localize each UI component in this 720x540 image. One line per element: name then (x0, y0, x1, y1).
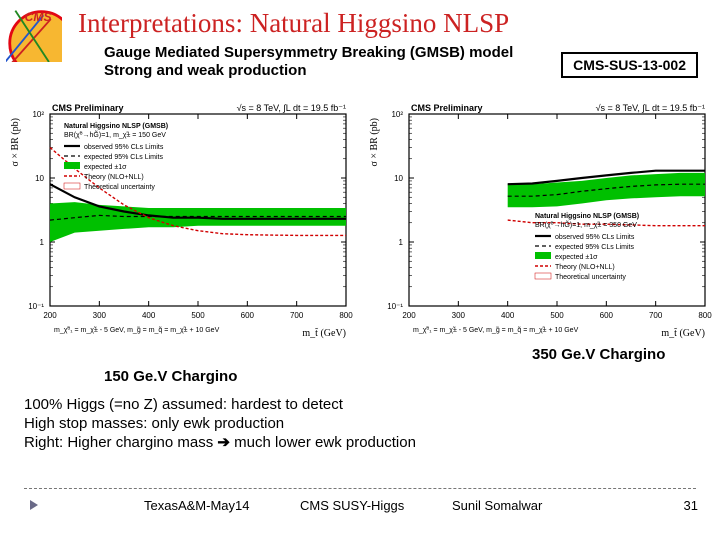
body-line2: High stop masses: only ewk production (24, 415, 416, 434)
svg-text:BR(χ̃⁰→hG̃)=1, m_χ̃± = 350 GeV: BR(χ̃⁰→hG̃)=1, m_χ̃± = 350 GeV (535, 221, 637, 229)
svg-text:10: 10 (394, 174, 403, 183)
footer-topic: CMS SUSY-Higgs (300, 498, 404, 513)
svg-text:σ × BR (pb): σ × BR (pb) (10, 118, 21, 167)
body-text: 100% Higgs (=no Z) assumed: hardest to d… (24, 396, 416, 452)
svg-text:σ × BR (pb): σ × BR (pb) (369, 118, 380, 167)
svg-text:expected 95% CLs Limits: expected 95% CLs Limits (84, 154, 163, 161)
svg-text:700: 700 (649, 311, 663, 320)
svg-text:Theoretical uncertainty: Theoretical uncertainty (555, 274, 626, 281)
svg-text:700: 700 (290, 311, 304, 320)
footer-venue: TexasA&M-May14 (144, 498, 249, 513)
svg-text:400: 400 (142, 311, 156, 320)
svg-text:√s = 8 TeV, ∫L dt = 19.5 fb⁻¹: √s = 8 TeV, ∫L dt = 19.5 fb⁻¹ (596, 103, 705, 113)
svg-text:200: 200 (402, 311, 416, 320)
svg-text:10²: 10² (32, 110, 44, 119)
svg-text:observed 95% CLs Limits: observed 95% CLs Limits (84, 144, 164, 151)
chart-left: 200 300 400 500 600 700 800 10⁻¹ 1 10 10² m_t̃ (GeV… (4, 100, 357, 340)
svg-text:600: 600 (600, 311, 614, 320)
chargino-label-left: 150 Ge.V Chargino (104, 368, 237, 385)
arrow-icon: ➔ (217, 434, 230, 451)
subtitle: Gauge Mediated Supersymmetry Breaking (G… (104, 44, 513, 80)
svg-text:Theory (NLO+NLL): Theory (NLO+NLL) (84, 174, 144, 181)
svg-text:√s = 8 TeV, ∫L dt = 19.5 fb⁻¹: √s = 8 TeV, ∫L dt = 19.5 fb⁻¹ (237, 103, 346, 113)
svg-text:CMS: CMS (25, 10, 52, 24)
svg-text:Natural Higgsino NLSP (GMSB): Natural Higgsino NLSP (GMSB) (535, 213, 639, 220)
svg-text:1: 1 (399, 238, 404, 247)
svg-text:500: 500 (191, 311, 205, 320)
svg-text:10: 10 (35, 174, 44, 183)
svg-text:600: 600 (241, 311, 255, 320)
svg-text:expected ±1σ: expected ±1σ (84, 164, 127, 171)
svg-text:500: 500 (550, 311, 564, 320)
svg-text:m_χ̃⁰₁ = m_χ̃± - 5 GeV, m_g̃ =: m_χ̃⁰₁ = m_χ̃± - 5 GeV, m_g̃ = m_q̃ = m_… (54, 326, 220, 334)
svg-text:BR(χ̃⁰→hG̃)=1, m_χ̃± = 150 GeV: BR(χ̃⁰→hG̃)=1, m_χ̃± = 150 GeV (64, 131, 166, 139)
analysis-tag: CMS-SUS-13-002 (561, 52, 698, 78)
svg-text:CMS Preliminary: CMS Preliminary (411, 103, 483, 113)
svg-text:1: 1 (40, 238, 45, 247)
svg-text:observed 95% CLs Limits: observed 95% CLs Limits (555, 234, 635, 241)
svg-text:m_t̃ (GeV): m_t̃ (GeV) (661, 327, 705, 339)
svg-text:CMS Preliminary: CMS Preliminary (52, 103, 124, 113)
svg-text:400: 400 (501, 311, 515, 320)
page-number: 31 (684, 498, 698, 513)
chart-right: 200 300 400 500 600 700 800 10⁻¹ 1 10 10² m_t̃ (GeV… (363, 100, 716, 340)
svg-text:200: 200 (43, 311, 57, 320)
svg-text:Theory (NLO+NLL): Theory (NLO+NLL) (555, 264, 615, 271)
svg-text:10⁻¹: 10⁻¹ (387, 302, 403, 311)
subtitle-line1: Gauge Mediated Supersymmetry Breaking (G… (104, 44, 513, 62)
svg-text:expected ±1σ: expected ±1σ (555, 254, 598, 261)
svg-text:Theoretical uncertainty: Theoretical uncertainty (84, 184, 155, 191)
svg-text:800: 800 (698, 311, 712, 320)
subtitle-line2: Strong and weak production (104, 62, 513, 80)
charts-row: 200 300 400 500 600 700 800 10⁻¹ 1 10 10² m_t̃ (GeV… (4, 100, 716, 340)
footer-author: Sunil Somalwar (452, 498, 542, 513)
page-title: Interpretations: Natural Higgsino NLSP (78, 8, 509, 39)
svg-text:300: 300 (452, 311, 466, 320)
svg-text:Natural Higgsino NLSP (GMSB): Natural Higgsino NLSP (GMSB) (64, 123, 168, 130)
svg-text:expected 95% CLs Limits: expected 95% CLs Limits (555, 244, 634, 251)
body-line1: 100% Higgs (=no Z) assumed: hardest to d… (24, 396, 416, 415)
svg-text:m_t̃ (GeV): m_t̃ (GeV) (302, 327, 346, 339)
svg-text:m_χ̃⁰₁ = m_χ̃± - 5 GeV, m_g̃ =: m_χ̃⁰₁ = m_χ̃± - 5 GeV, m_g̃ = m_q̃ = m_… (413, 326, 579, 334)
svg-text:10²: 10² (391, 110, 403, 119)
footer-divider (24, 488, 696, 489)
body-line3: Right: Higher chargino mass ➔ much lower… (24, 434, 416, 453)
cms-logo: CMS (6, 6, 62, 62)
svg-text:300: 300 (93, 311, 107, 320)
svg-text:800: 800 (339, 311, 353, 320)
footer-bullet-icon (30, 500, 38, 510)
svg-text:10⁻¹: 10⁻¹ (28, 302, 44, 311)
chargino-label-right: 350 Ge.V Chargino (532, 346, 665, 363)
